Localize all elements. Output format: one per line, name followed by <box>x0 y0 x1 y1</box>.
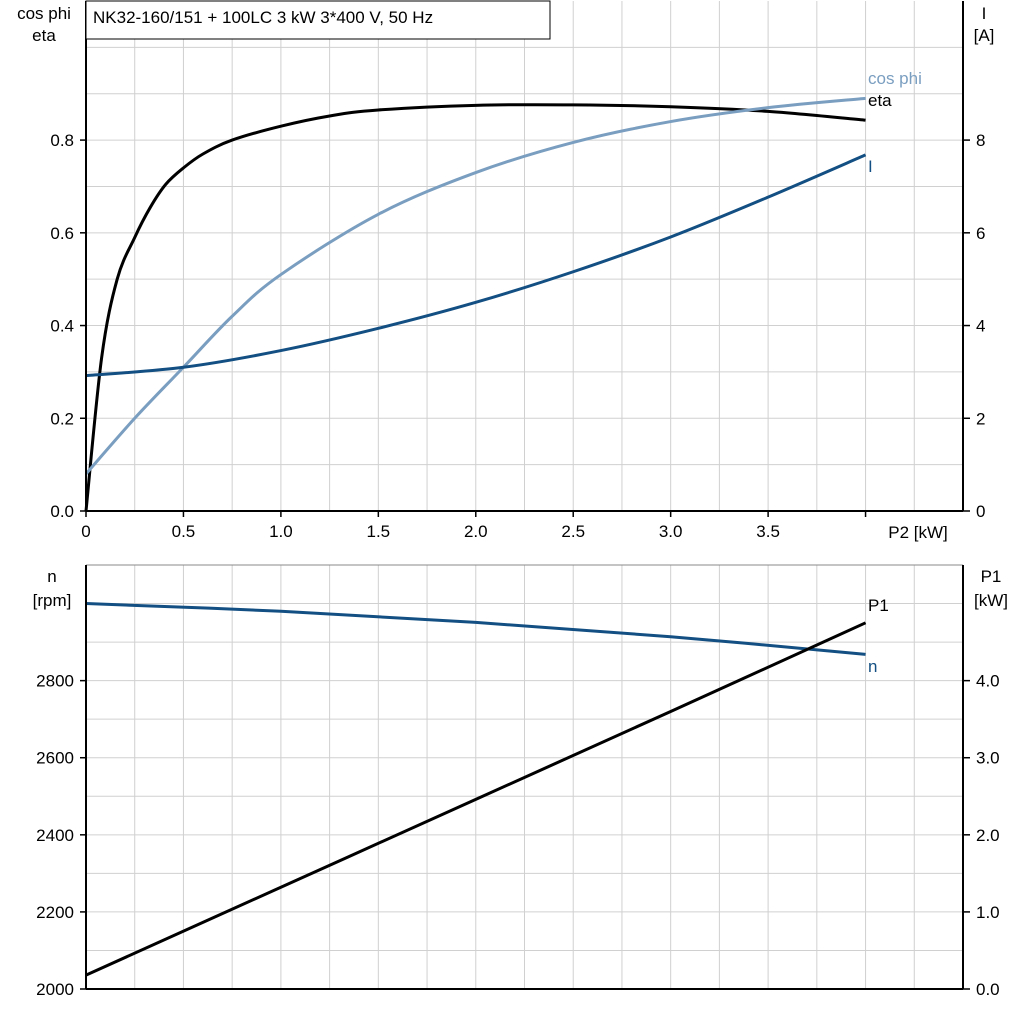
top-right-axis-label-1: I <box>982 4 987 23</box>
series-line-cos-phi <box>84 96 866 475</box>
series-line-n <box>85 602 866 656</box>
left-tick-label: 2000 <box>36 980 74 999</box>
series-line-i <box>85 153 867 378</box>
right-tick-label: 2.0 <box>976 826 1000 845</box>
x-tick-label: 2.0 <box>464 522 488 541</box>
x-tick-label: 1.0 <box>269 522 293 541</box>
x-tick-label: 0.5 <box>172 522 196 541</box>
axes: 0.0 0.2 0.4 0.6 0.8 0 2 4 6 8 0 0.5 1.0 1.5 2.0 2.5 3.0 3… <box>36 1 1000 999</box>
right-tick-label: 8 <box>976 131 985 150</box>
bottom-chart-grid <box>86 564 963 989</box>
x-tick-label: 2.5 <box>561 522 585 541</box>
top-chart-grid <box>86 1 963 511</box>
right-tick-label: 2 <box>976 409 985 428</box>
series-label-eta: eta <box>868 91 892 110</box>
series-label-i: I <box>868 157 873 176</box>
x-tick-label: 0 <box>81 522 90 541</box>
left-tick-label: 0.2 <box>50 409 74 428</box>
right-tick-label: 4.0 <box>976 672 1000 691</box>
bottom-left-axis-label-2: [rpm] <box>33 591 72 610</box>
right-tick-label: 0 <box>976 502 985 521</box>
left-tick-label: 2200 <box>36 903 74 922</box>
x-tick-label: 1.5 <box>367 522 391 541</box>
series-label-p1: P1 <box>868 596 889 615</box>
bottom-right-axis-label-2: [kW] <box>974 591 1008 610</box>
bottom-left-axis-label-1: n <box>47 567 56 586</box>
right-tick-label: 0.0 <box>976 980 1000 999</box>
series-label-cos-phi: cos phi <box>868 69 922 88</box>
top-left-axis-label-2: eta <box>32 26 56 45</box>
left-tick-label: 2800 <box>36 672 74 691</box>
left-tick-label: 0.6 <box>50 224 74 243</box>
bottom-right-axis-label-1: P1 <box>981 567 1002 586</box>
top-right-axis-label-2: [A] <box>974 26 995 45</box>
series-line-p1 <box>85 621 867 977</box>
right-tick-label: 3.0 <box>976 749 1000 768</box>
left-tick-label: 0.0 <box>50 502 74 521</box>
left-tick-label: 2400 <box>36 826 74 845</box>
chart-title: NK32-160/151 + 100LC 3 kW 3*400 V, 50 Hz <box>93 8 433 27</box>
x-tick-label: 3.0 <box>659 522 683 541</box>
series-label-n: n <box>868 657 877 676</box>
title-box: NK32-160/151 + 100LC 3 kW 3*400 V, 50 Hz <box>85 0 551 40</box>
left-tick-label: 0.4 <box>50 317 74 336</box>
right-tick-label: 1.0 <box>976 903 1000 922</box>
right-tick-label: 4 <box>976 317 985 336</box>
top-left-axis-label-1: cos phi <box>17 4 71 23</box>
left-tick-label: 2600 <box>36 749 74 768</box>
series-lines <box>84 96 867 977</box>
x-tick-label: 3.5 <box>756 522 780 541</box>
left-tick-label: 0.8 <box>50 131 74 150</box>
series-line-eta <box>84 103 866 512</box>
right-tick-label: 6 <box>976 224 985 243</box>
x-axis-label: P2 [kW] <box>888 523 948 542</box>
